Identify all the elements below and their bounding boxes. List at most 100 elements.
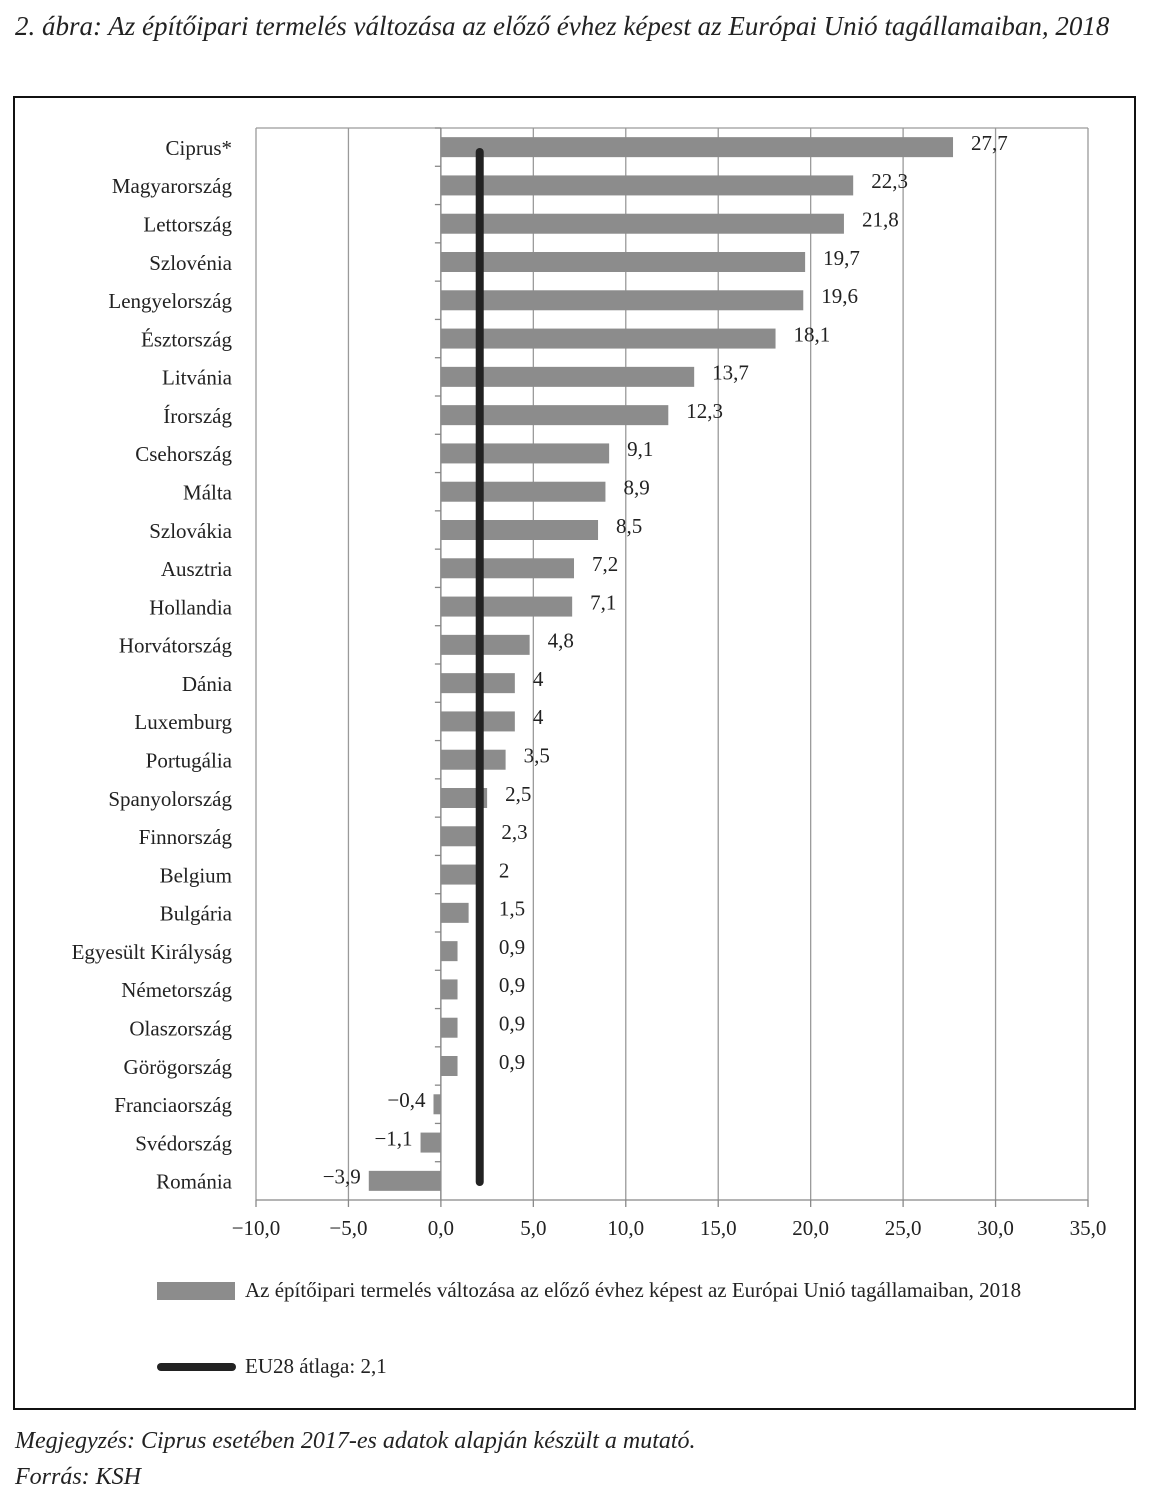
bar (440, 1017, 458, 1038)
data-label: 0,9 (499, 1012, 525, 1036)
data-label: 4,8 (548, 629, 574, 653)
y-tick-label: Portugália (146, 749, 233, 773)
data-label: 8,9 (623, 476, 649, 500)
bar (440, 634, 530, 655)
y-tick-label: Belgium (160, 863, 232, 887)
x-tick-label: 5,0 (520, 1216, 546, 1240)
y-tick-label: Finnország (139, 825, 233, 849)
bar (440, 213, 844, 234)
bar (440, 366, 695, 387)
y-tick-label: Málta (183, 481, 233, 505)
y-tick-label: Szlovákia (149, 519, 232, 543)
y-tick-label: Csehország (135, 442, 232, 466)
bar (440, 941, 458, 962)
y-tick-label: Németország (121, 978, 232, 1002)
legend-label: EU28 átlaga: 2,1 (245, 1354, 387, 1378)
data-label: −0,4 (387, 1088, 426, 1112)
data-label: 9,1 (627, 437, 653, 461)
y-tick-label: Luxemburg (134, 710, 232, 734)
y-tick-label: Litvánia (162, 366, 233, 390)
data-label: 7,1 (590, 590, 616, 614)
data-label: 2,5 (505, 782, 531, 806)
bar (440, 290, 804, 311)
y-tick-label: Szlovénia (149, 251, 232, 275)
bar (440, 558, 575, 579)
data-label: 18,1 (794, 322, 831, 346)
bar (440, 252, 806, 272)
bar (440, 443, 610, 464)
bar (440, 902, 469, 923)
data-label: 19,7 (823, 246, 860, 270)
bar (440, 481, 606, 502)
x-tick-label: −5,0 (329, 1216, 367, 1240)
bar (440, 979, 458, 1000)
data-label: 27,7 (971, 131, 1008, 155)
data-label: 13,7 (712, 361, 749, 385)
y-tick-label: Franciaország (114, 1093, 232, 1117)
y-tick-label: Görögország (124, 1055, 233, 1079)
x-tick-label: 0,0 (428, 1216, 454, 1240)
y-tick-label: Bulgária (160, 902, 233, 926)
bar (368, 1170, 441, 1191)
y-tick-label: Egyesült Királyság (72, 940, 233, 964)
note: Megjegyzés: Ciprus esetében 2017-es adat… (15, 1428, 696, 1454)
bar (433, 1094, 441, 1115)
data-label: 4 (533, 705, 544, 729)
data-label: 3,5 (524, 744, 550, 768)
data-label: 7,2 (592, 552, 618, 576)
bar (420, 1132, 441, 1153)
source: Forrás: KSH (15, 1464, 142, 1490)
data-label: 4 (533, 667, 544, 691)
bar (440, 864, 478, 885)
x-tick-label: 35,0 (1070, 1216, 1107, 1240)
data-label: 21,8 (862, 208, 899, 232)
data-label: 12,3 (686, 399, 723, 423)
data-label: 19,6 (821, 284, 858, 308)
data-label: 0,9 (499, 973, 525, 997)
data-label: 2,3 (501, 820, 527, 844)
y-tick-label: Olaszország (129, 1017, 232, 1041)
data-label: 0,9 (499, 935, 525, 959)
data-label: −1,1 (374, 1126, 412, 1150)
bar (440, 405, 669, 426)
y-tick-label: Magyarország (112, 174, 233, 198)
x-tick-label: 30,0 (977, 1216, 1014, 1240)
bar (440, 826, 484, 847)
data-label: 22,3 (871, 169, 908, 193)
y-tick-label: Hollandia (149, 595, 232, 619)
y-tick-label: Románia (156, 1170, 232, 1194)
x-tick-label: −10,0 (232, 1216, 281, 1240)
x-tick-label: 15,0 (700, 1216, 737, 1240)
chart-title: 2. ábra: Az építőipari termelés változás… (15, 11, 1110, 41)
y-tick-label: Svédország (135, 1131, 232, 1155)
y-tick-label: Lettország (143, 213, 232, 237)
x-tick-label: 25,0 (885, 1216, 922, 1240)
data-label: 2 (499, 858, 510, 882)
bar (440, 596, 573, 617)
bar (440, 788, 488, 808)
chart-frame (13, 96, 1136, 1410)
legend-swatch (157, 1282, 235, 1300)
y-tick-label: Dánia (182, 672, 233, 696)
bar (440, 328, 776, 349)
y-tick-label: Írország (163, 404, 232, 428)
bar (440, 137, 954, 158)
bar (440, 175, 854, 196)
y-tick-label: Horvátország (119, 634, 233, 658)
y-tick-label: Észtország (141, 327, 232, 351)
data-label: 1,5 (499, 897, 525, 921)
y-tick-label: Spanyolország (108, 787, 232, 811)
legend-label: Az építőipari termelés változása az előz… (245, 1278, 1022, 1302)
y-tick-label: Ciprus* (165, 136, 232, 160)
bar (440, 749, 506, 770)
data-label: 8,5 (616, 514, 642, 538)
bar (440, 520, 599, 540)
y-tick-label: Ausztria (161, 557, 233, 581)
bar (440, 1056, 458, 1076)
data-label: −3,9 (323, 1165, 361, 1189)
x-tick-label: 20,0 (792, 1216, 829, 1240)
x-tick-label: 10,0 (607, 1216, 644, 1240)
y-tick-label: Lengyelország (108, 289, 232, 313)
